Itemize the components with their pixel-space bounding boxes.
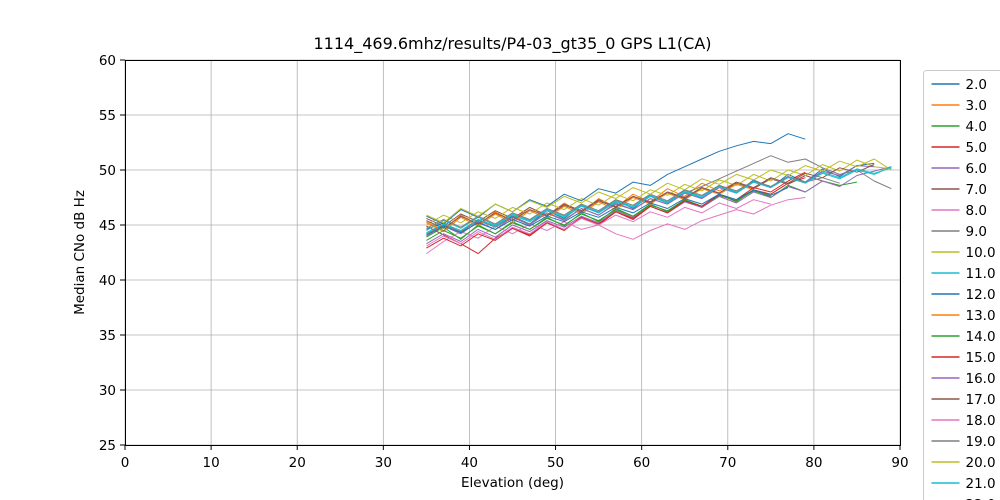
legend-label-15.0: 15.0	[966, 350, 996, 366]
y-tick-label: 60	[99, 53, 116, 69]
x-tick-label: 80	[805, 455, 822, 471]
legend-label-18.0: 18.0	[966, 413, 996, 429]
legend-label-16.0: 16.0	[966, 371, 996, 387]
legend-label-6.0: 6.0	[966, 161, 987, 177]
legend-label-13.0: 13.0	[966, 308, 996, 324]
x-tick-label: 10	[203, 455, 220, 471]
legend-label-14.0: 14.0	[966, 329, 996, 345]
legend-label-11.0: 11.0	[966, 266, 996, 282]
x-tick-label: 70	[719, 455, 736, 471]
x-tick-label: 90	[891, 455, 908, 471]
plot-border	[125, 60, 901, 446]
legend-label-7.0: 7.0	[966, 182, 987, 198]
x-axis-label: Elevation (deg)	[461, 475, 564, 491]
y-tick-label: 55	[99, 108, 116, 124]
x-tick-label: 50	[547, 455, 564, 471]
legend-label-3.0: 3.0	[966, 98, 987, 114]
legend-label-21.0: 21.0	[966, 476, 996, 492]
legend-label-12.0: 12.0	[966, 287, 996, 303]
y-axis-label: Median CNo dB Hz	[72, 190, 88, 315]
x-tick-label: 40	[461, 455, 478, 471]
legend-label-19.0: 19.0	[966, 434, 996, 450]
series-line-20.0	[426, 158, 892, 224]
legend-label-2.0: 2.0	[966, 77, 987, 93]
y-tick-label: 40	[99, 273, 116, 289]
series-line-8.0	[426, 197, 806, 255]
series-line-22.0	[426, 187, 789, 236]
legend-label-17.0: 17.0	[966, 392, 996, 408]
x-tick-label: 0	[121, 455, 130, 471]
y-tick-label: 25	[99, 438, 116, 454]
series-line-14.0	[426, 190, 771, 241]
y-tick-label: 35	[99, 328, 116, 344]
series-line-10.0	[426, 159, 892, 226]
legend-label-8.0: 8.0	[966, 203, 987, 219]
legend-label-9.0: 9.0	[966, 224, 987, 240]
series-line-15.0	[426, 171, 806, 249]
x-tick-label: 30	[375, 455, 392, 471]
x-tick-label: 20	[289, 455, 306, 471]
y-tick-label: 50	[99, 163, 116, 179]
legend-label-10.0: 10.0	[966, 245, 996, 261]
series-line-21.0	[426, 166, 892, 234]
y-tick-label: 30	[99, 383, 116, 399]
series-line-18.0	[426, 199, 771, 247]
x-tick-label: 60	[633, 455, 650, 471]
y-tick-label: 45	[99, 218, 116, 234]
legend-label-5.0: 5.0	[966, 140, 987, 156]
chart-title: 1114_469.6mhz/results/P4-03_gt35_0 GPS L…	[313, 34, 711, 54]
legend-label-4.0: 4.0	[966, 119, 987, 135]
series-line-19.0	[426, 176, 840, 229]
legend-label-20.0: 20.0	[966, 455, 996, 471]
legend-label-22.0: 22.0	[966, 497, 996, 500]
legend-box	[923, 70, 1000, 500]
